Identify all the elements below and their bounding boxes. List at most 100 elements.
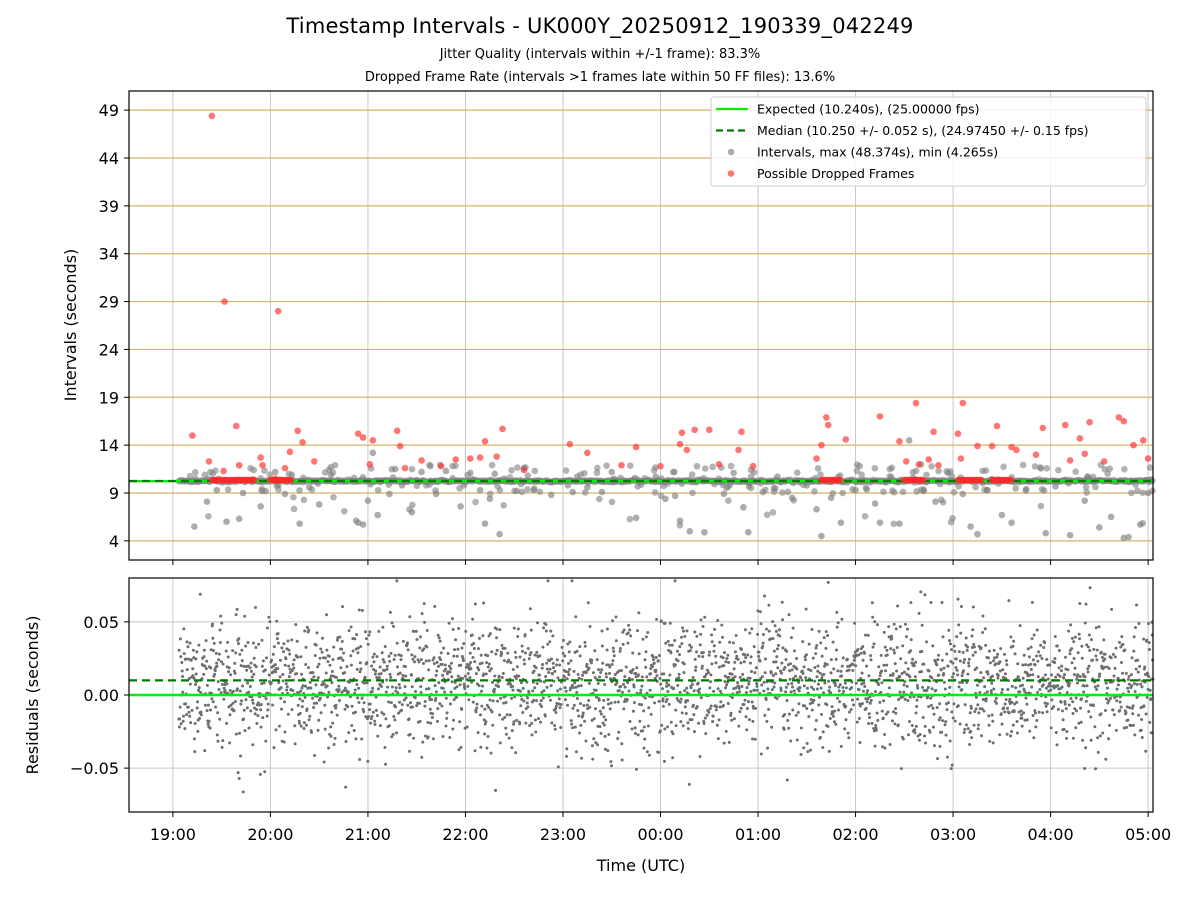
- interval-point: [250, 466, 258, 474]
- residual-point: [1102, 638, 1106, 642]
- residual-point: [474, 672, 478, 676]
- residual-point: [534, 666, 538, 670]
- residual-point: [938, 702, 942, 706]
- dropped-frame-point: [205, 458, 213, 465]
- residual-point: [1149, 731, 1153, 735]
- residual-point: [469, 667, 473, 671]
- residual-point: [835, 625, 839, 629]
- residual-point: [1053, 661, 1057, 665]
- residual-point: [529, 714, 533, 718]
- residual-point: [851, 663, 855, 667]
- residual-point: [724, 686, 728, 690]
- residual-point: [1134, 667, 1138, 671]
- dropped-frame-point: [259, 461, 266, 469]
- residual-point: [263, 668, 267, 672]
- residual-point: [542, 626, 546, 630]
- residual-point: [877, 677, 881, 681]
- residual-point: [677, 672, 681, 676]
- interval-point: [959, 490, 967, 498]
- residual-point: [1056, 673, 1060, 677]
- residual-point: [1082, 684, 1086, 688]
- residual-point: [1094, 654, 1098, 658]
- residual-point: [604, 718, 608, 722]
- interval-point: [449, 474, 456, 482]
- residual-point: [888, 742, 892, 746]
- residual-point: [745, 686, 749, 690]
- residual-point: [937, 653, 941, 657]
- residual-point: [996, 676, 1000, 680]
- dropped-frame-point: [993, 422, 1001, 430]
- dropped-frame-point: [925, 456, 932, 463]
- residual-point: [583, 640, 587, 644]
- residual-point: [192, 676, 196, 680]
- dropped-frame-point: [294, 427, 302, 435]
- residual-point: [632, 701, 636, 705]
- residual-point: [775, 647, 779, 651]
- residual-point: [1142, 704, 1146, 708]
- residual-point: [682, 670, 686, 674]
- dropped-frame-point: [220, 467, 227, 475]
- residual-point: [858, 704, 862, 708]
- residual-point: [767, 603, 771, 607]
- interval-point: [779, 489, 786, 496]
- residual-point: [434, 690, 438, 694]
- residual-point: [573, 725, 577, 729]
- residual-point: [969, 706, 973, 710]
- residual-point: [601, 706, 605, 710]
- residuals-panel: 0.050.00−0.05 19:00 20:00 21:00 22:00 23:00 0…: [23, 577, 1171, 875]
- residual-point: [690, 683, 694, 687]
- residual-point: [213, 669, 217, 673]
- residual-point: [404, 674, 408, 678]
- residual-point: [1068, 681, 1072, 685]
- dropped-frame-point: [1139, 437, 1147, 444]
- residual-point: [179, 655, 183, 659]
- dropped-frame-point: [396, 442, 404, 450]
- residual-point: [571, 706, 575, 710]
- residual-point: [729, 711, 733, 715]
- residual-point: [545, 685, 549, 689]
- residual-point: [493, 788, 497, 792]
- residual-point: [578, 654, 582, 658]
- residual-point: [1089, 738, 1093, 742]
- interval-point: [386, 490, 393, 498]
- interval-point: [432, 490, 440, 498]
- residual-point: [635, 666, 639, 670]
- residual-point: [789, 636, 793, 640]
- residual-point: [689, 645, 693, 649]
- residual-point: [743, 628, 747, 632]
- residual-point: [535, 682, 539, 686]
- residual-point: [962, 730, 966, 734]
- residual-point: [216, 739, 220, 743]
- residual-point: [360, 737, 364, 741]
- residual-point: [429, 721, 433, 725]
- residual-point: [1139, 682, 1143, 686]
- residual-point: [882, 663, 886, 667]
- interval-point: [408, 465, 416, 473]
- residual-point: [947, 639, 951, 643]
- residual-point: [502, 701, 506, 705]
- residual-point: [556, 689, 560, 693]
- residual-point: [245, 706, 249, 710]
- residual-point: [931, 706, 935, 710]
- residual-point: [596, 681, 600, 685]
- dropped-frame-point: [735, 446, 742, 454]
- residual-point: [829, 671, 833, 675]
- residual-point: [786, 682, 790, 686]
- residual-point: [363, 630, 367, 634]
- dropped-frame-point: [974, 442, 981, 450]
- residual-point: [1014, 686, 1018, 690]
- residual-point: [510, 729, 514, 733]
- interval-point: [569, 488, 577, 496]
- residual-point: [1064, 655, 1068, 659]
- residual-point: [604, 675, 608, 679]
- residual-point: [761, 644, 765, 648]
- residual-point: [488, 669, 492, 673]
- residual-point: [513, 650, 517, 654]
- residual-point: [300, 672, 304, 676]
- residual-point: [894, 711, 898, 715]
- residual-point: [390, 735, 394, 739]
- residual-point: [599, 670, 603, 674]
- residual-point: [1060, 709, 1064, 713]
- residual-point: [439, 658, 443, 662]
- residual-point: [723, 651, 727, 655]
